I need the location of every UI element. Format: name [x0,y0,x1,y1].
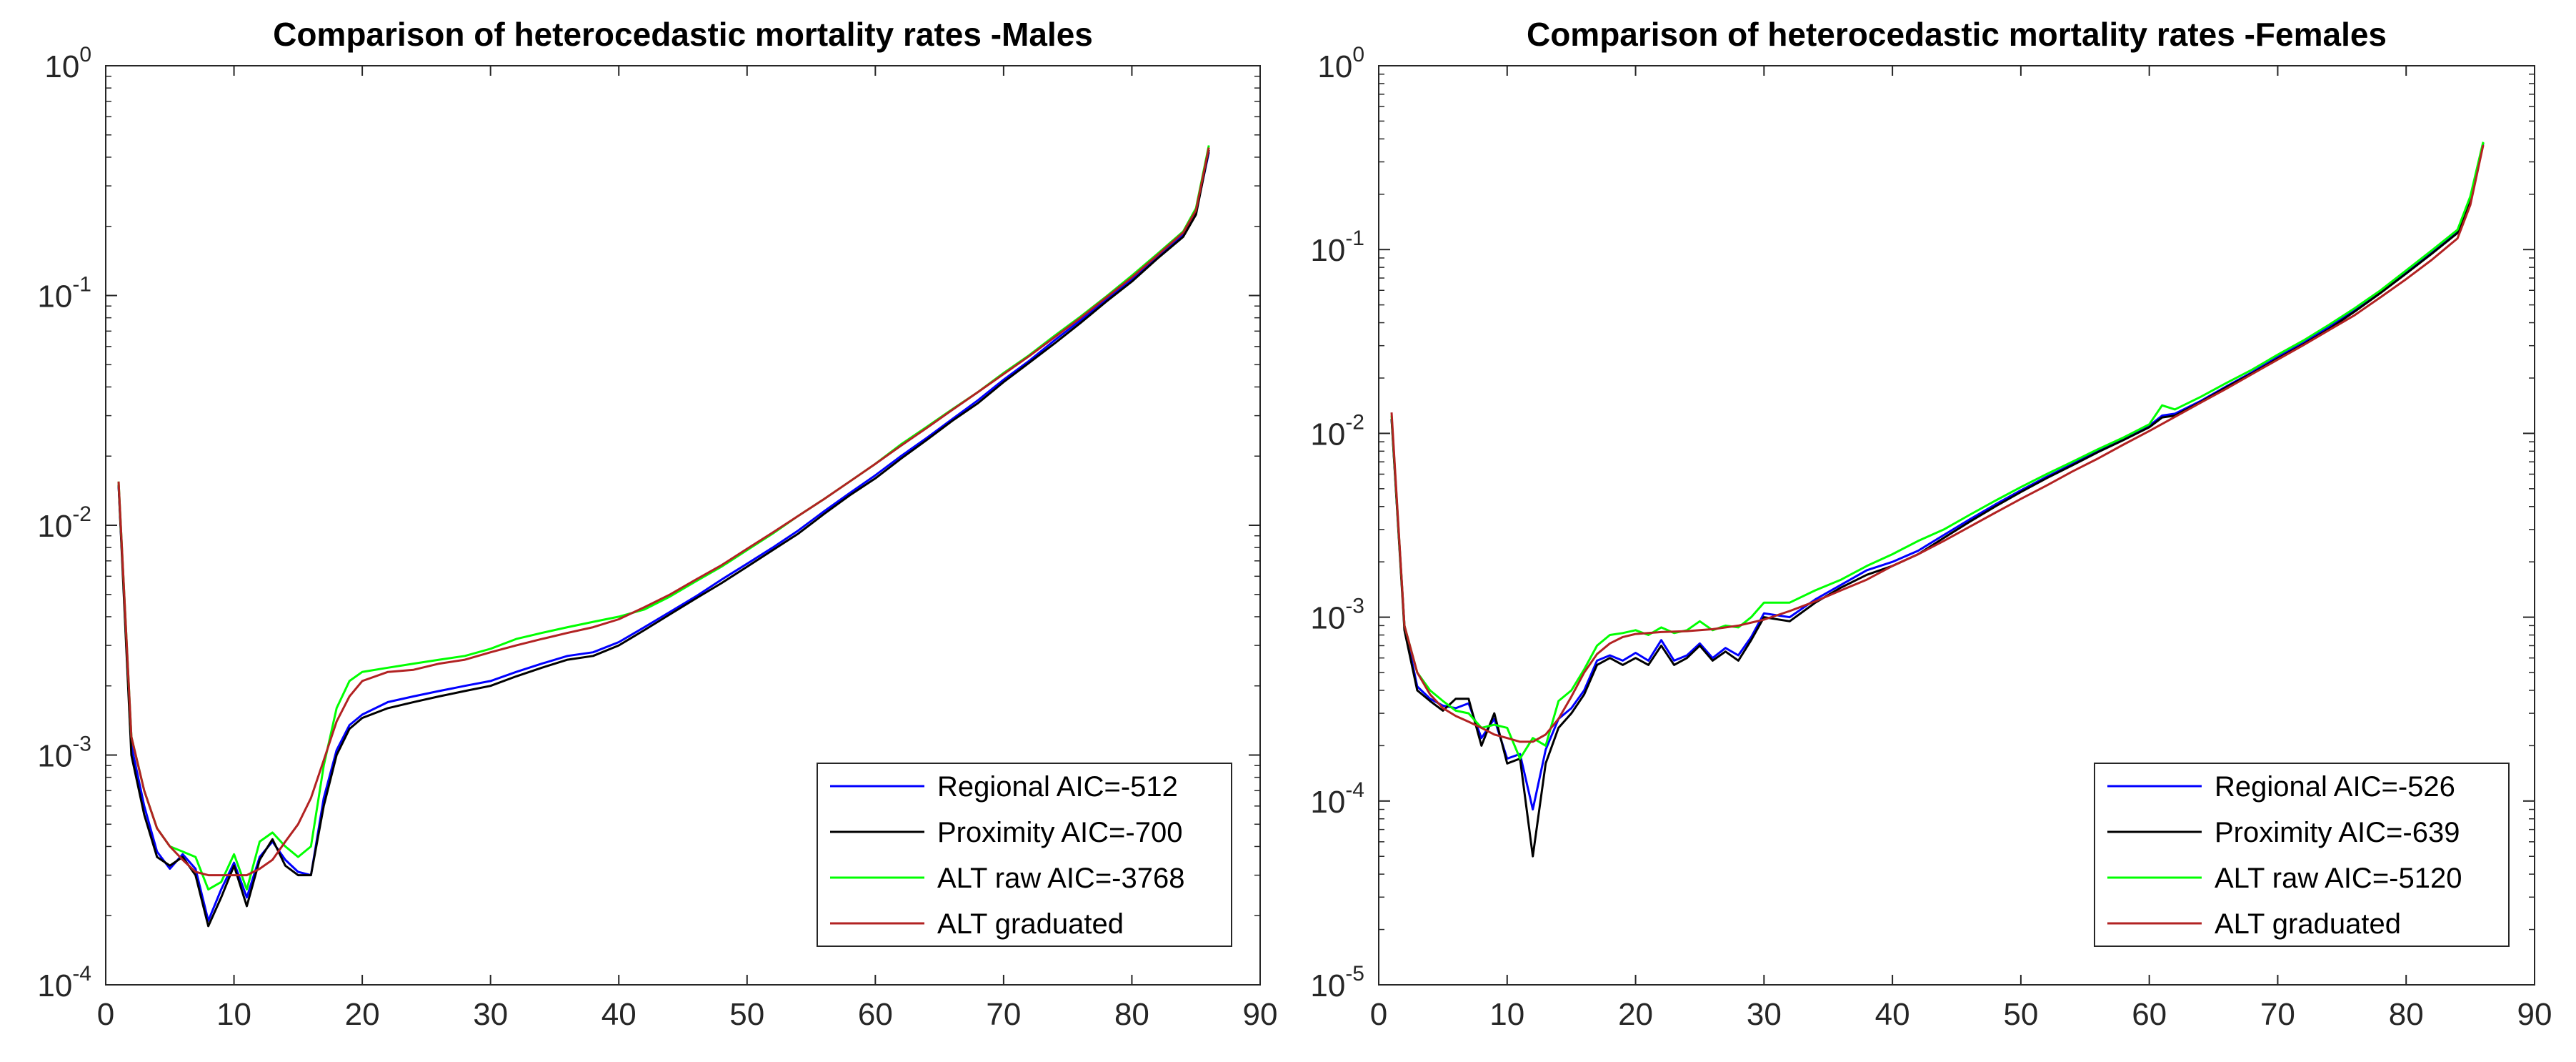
females-x-tick-label: 90 [2517,997,2552,1032]
males-series-line-1 [117,149,1210,928]
males-x-tick-label: 40 [601,997,636,1032]
males-x-tick-label: 50 [729,997,764,1032]
females-legend-label-2: ALT raw AIC=-5120 [2215,863,2462,894]
males-legend-label-2: ALT raw AIC=-3768 [937,863,1184,894]
females-x-tick-label: 70 [2260,997,2295,1032]
females-x-tick-label: 50 [2003,997,2038,1032]
females-legend-label-3: ALT graduated [2215,908,2401,940]
females-y-tick-label: 10-1 [1310,227,1364,268]
males-chart-title: Comparison of heterocedastic mortality r… [273,16,1093,53]
males-x-tick-label: 70 [986,997,1021,1032]
females-x-tick-label: 80 [2389,997,2424,1032]
males-x-tick-label: 60 [858,997,893,1032]
males-legend-label-0: Regional AIC=-512 [937,771,1178,803]
males-y-tick-label: 10-3 [37,733,91,774]
males-x-tick-label: 80 [1114,997,1149,1032]
females-legend-label-1: Proximity AIC=-639 [2215,817,2460,848]
males-legend-label-1: Proximity AIC=-700 [937,817,1182,848]
females-y-tick-label: 10-3 [1310,595,1364,636]
females-legend: Regional AIC=-526 Proximity AIC=-639 ALT r… [2094,763,2510,947]
males-y-tick-label: 100 [44,43,91,84]
males-legend-label-3: ALT graduated [937,908,1124,940]
males-panel: Comparison of heterocedastic mortality r… [37,16,1277,1032]
females-panel: Comparison of heterocedastic mortality r… [1310,16,2552,1032]
females-x-tick-label: 10 [1489,997,1524,1032]
males-y-tick-label: 10-2 [37,502,91,544]
females-axes: 0 10 20 30 40 50 60 70 80 90 100 10-1 10-2 10-3 10-4 10… [1310,43,2552,1032]
males-legend-box [817,763,1232,947]
males-x-tick-label: 30 [473,997,508,1032]
females-legend-box [2094,763,2510,947]
males-x-tick-label: 10 [216,997,251,1032]
males-legend: Regional AIC=-512 Proximity AIC=-700 ALT r… [817,763,1232,947]
females-x-tick-label: 0 [1370,997,1387,1032]
females-series-line-2 [1390,142,2485,760]
females-x-tick-label: 30 [1747,997,1782,1032]
females-x-tick-label: 20 [1618,997,1653,1032]
males-series-line-0 [117,152,1210,922]
females-y-tick-label: 10-5 [1310,962,1364,1003]
females-x-tick-label: 60 [2132,997,2167,1032]
males-x-tick-label: 0 [97,997,114,1032]
females-axes-box [1378,65,2535,986]
females-y-tick-label: 10-2 [1310,410,1364,452]
females-series-line-3 [1390,144,2485,743]
females-x-tick-label: 40 [1875,997,1910,1032]
males-y-tick-label: 10-1 [37,273,91,314]
females-legend-label-0: Regional AIC=-526 [2215,771,2455,803]
females-y-tick-label: 10-4 [1310,778,1364,820]
males-x-tick-label: 20 [345,997,380,1032]
males-y-tick-label: 10-4 [37,962,91,1003]
females-series-group [1390,142,2485,858]
females-y-tick-label: 100 [1317,43,1364,84]
females-chart-title: Comparison of heterocedastic mortality r… [1527,16,2387,53]
males-series-line-3 [117,147,1210,877]
males-series-group [117,145,1210,928]
males-axes: 0 10 20 30 40 50 60 70 80 90 100 10-1 10-2 10-3 10-4 [37,43,1277,1032]
males-x-tick-label: 90 [1243,997,1278,1032]
